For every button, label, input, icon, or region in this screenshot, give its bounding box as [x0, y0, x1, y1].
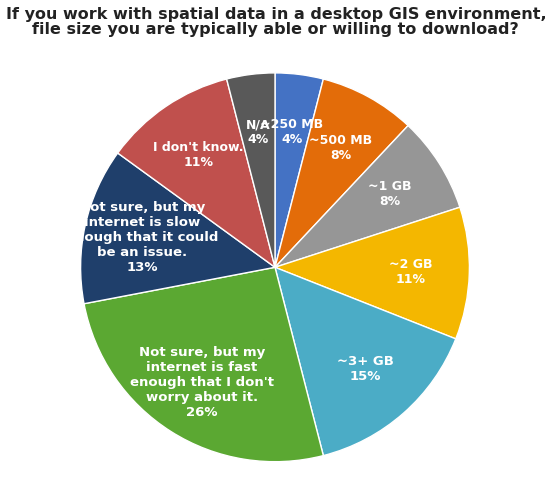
- Text: ~2 GB
11%: ~2 GB 11%: [389, 258, 433, 286]
- Wedge shape: [275, 125, 460, 267]
- Text: file size you are typically able or willing to download?: file size you are typically able or will…: [32, 22, 518, 37]
- Wedge shape: [227, 73, 275, 267]
- Text: N/A
4%: N/A 4%: [246, 118, 270, 146]
- Wedge shape: [81, 153, 275, 304]
- Text: ~500 MB
8%: ~500 MB 8%: [309, 134, 372, 162]
- Wedge shape: [275, 73, 323, 267]
- Text: Not sure, but my
internet is slow
enough that it could
be an issue.
13%: Not sure, but my internet is slow enough…: [66, 201, 218, 274]
- Text: If you work with spatial data in a desktop GIS environment, what is the maximum: If you work with spatial data in a deskt…: [6, 7, 550, 22]
- Text: ~1 GB
8%: ~1 GB 8%: [368, 180, 411, 208]
- Wedge shape: [118, 79, 275, 267]
- Text: ~3+ GB
15%: ~3+ GB 15%: [337, 355, 393, 383]
- Wedge shape: [275, 79, 408, 267]
- Text: I don't know.
11%: I don't know. 11%: [153, 141, 244, 169]
- Wedge shape: [275, 207, 469, 339]
- Wedge shape: [275, 267, 456, 455]
- Wedge shape: [84, 267, 323, 462]
- Text: ~250 MB
4%: ~250 MB 4%: [261, 118, 323, 146]
- Text: Not sure, but my
internet is fast
enough that I don't
worry about it.
26%: Not sure, but my internet is fast enough…: [130, 346, 274, 419]
